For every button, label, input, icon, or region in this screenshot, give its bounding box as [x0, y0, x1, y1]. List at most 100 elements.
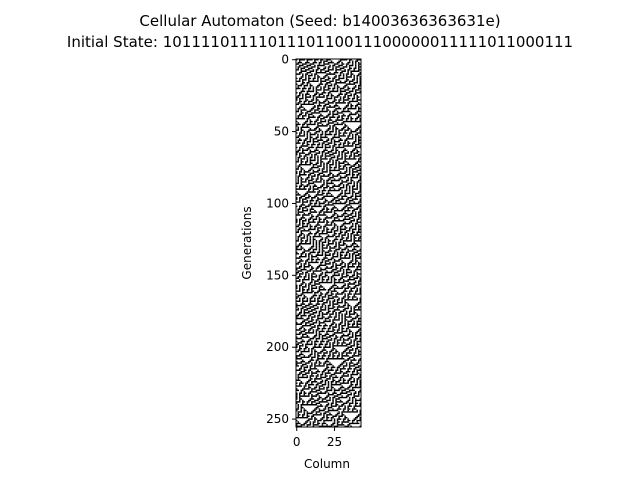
- generation-row: [296, 198, 361, 200]
- generation-row: [297, 192, 360, 195]
- generation-row: [297, 211, 361, 213]
- generation-row: [296, 168, 361, 170]
- generation-row: [296, 416, 361, 419]
- generation-row: [302, 335, 361, 337]
- generation-row: [297, 178, 361, 180]
- generation-row: [296, 257, 361, 259]
- generation-row: [297, 135, 360, 137]
- generation-row: [296, 197, 357, 199]
- generation-row: [297, 412, 361, 415]
- generation-row: [296, 194, 361, 196]
- generation-row: [302, 339, 361, 341]
- generation-row: [299, 113, 360, 116]
- generation-row: [300, 76, 361, 78]
- generation-row: [296, 247, 355, 249]
- generation-row: [296, 362, 360, 364]
- generation-row: [299, 71, 361, 74]
- generation-row: [297, 158, 361, 160]
- generation-row: [299, 243, 357, 245]
- generation-row: [297, 405, 361, 407]
- generation-row: [296, 253, 361, 255]
- generation-row: [296, 360, 360, 363]
- generation-row: [297, 307, 360, 310]
- generation-row: [300, 90, 361, 93]
- generation-row: [299, 266, 361, 268]
- generation-row: [300, 70, 360, 72]
- generation-row: [302, 301, 361, 304]
- generation-row: [296, 280, 361, 282]
- automaton-cells: [296, 59, 361, 427]
- generation-row: [296, 296, 357, 298]
- generation-row: [297, 294, 355, 297]
- x-axis-ticks: 0 25: [293, 427, 342, 449]
- generation-row: [300, 391, 361, 393]
- generation-row: [302, 202, 360, 205]
- generation-row: [300, 130, 361, 133]
- generation-row: [300, 326, 360, 328]
- generation-row: [296, 273, 361, 275]
- generation-row: [299, 255, 361, 258]
- generation-row: [297, 66, 361, 68]
- generation-row: [296, 221, 361, 223]
- generation-row: [300, 310, 355, 312]
- generation-row: [296, 267, 358, 269]
- generation-row: [299, 148, 357, 150]
- generation-row: [299, 399, 361, 402]
- generation-row: [297, 102, 360, 104]
- generation-row: [296, 304, 358, 307]
- generation-row: [296, 293, 361, 295]
- generation-row: [300, 370, 358, 373]
- x-tick-label: 25: [327, 435, 342, 449]
- generation-row: [300, 254, 360, 256]
- generation-row: [302, 215, 360, 218]
- generation-row: [297, 128, 360, 130]
- generation-row: [297, 270, 357, 272]
- generation-row: [296, 424, 351, 426]
- generation-row: [296, 240, 361, 242]
- generation-row: [296, 309, 361, 311]
- generation-row: [296, 251, 358, 254]
- generation-row: [296, 345, 358, 347]
- generation-row: [299, 93, 357, 95]
- generation-row: [299, 327, 361, 330]
- generation-row: [297, 276, 360, 278]
- generation-row: [297, 61, 360, 64]
- generation-row: [297, 176, 361, 179]
- generation-row: [296, 263, 361, 265]
- generation-row: [296, 393, 360, 396]
- generation-row: [296, 96, 360, 98]
- generation-row: [296, 402, 361, 404]
- generation-row: [296, 73, 361, 75]
- generation-row: [296, 355, 360, 357]
- generation-row: [296, 358, 361, 360]
- generation-row: [296, 214, 361, 216]
- generation-row: [297, 139, 361, 141]
- y-tick-label: 50: [274, 125, 289, 139]
- generation-row: [296, 336, 357, 338]
- generation-row: [297, 230, 360, 232]
- generation-row: [297, 415, 360, 417]
- generation-row: [302, 74, 360, 77]
- generation-row: [296, 369, 361, 371]
- y-tick-label: 150: [266, 268, 289, 282]
- generation-row: [297, 126, 361, 128]
- generation-row: [299, 207, 360, 209]
- generation-row: [297, 238, 360, 241]
- generation-row: [299, 199, 361, 202]
- generation-row: [296, 284, 360, 287]
- y-axis-label: Generations: [240, 206, 254, 279]
- generation-row: [299, 289, 361, 291]
- generation-row: [297, 376, 361, 379]
- generation-row: [296, 398, 361, 400]
- generation-row: [299, 64, 360, 67]
- generation-row: [296, 245, 360, 248]
- generation-row: [296, 333, 361, 335]
- generation-row: [296, 182, 361, 185]
- generation-row: [299, 106, 360, 108]
- generation-row: [296, 69, 361, 71]
- generation-row: [300, 145, 361, 147]
- generation-row: [300, 381, 361, 383]
- generation-row: [300, 204, 361, 206]
- generation-row: [297, 94, 358, 97]
